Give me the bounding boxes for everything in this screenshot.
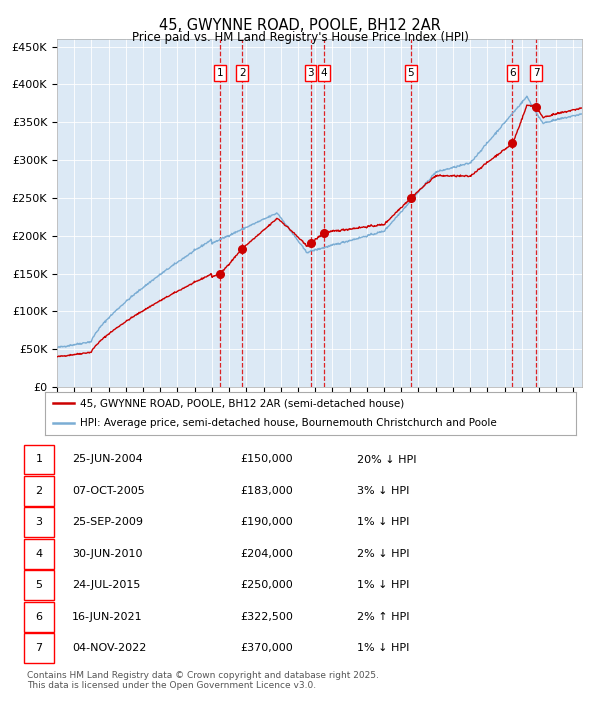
- Text: 04-NOV-2022: 04-NOV-2022: [72, 643, 146, 653]
- Text: £322,500: £322,500: [240, 612, 293, 622]
- Text: 4: 4: [35, 549, 43, 559]
- Text: HPI: Average price, semi-detached house, Bournemouth Christchurch and Poole: HPI: Average price, semi-detached house,…: [80, 418, 496, 428]
- Text: 45, GWYNNE ROAD, POOLE, BH12 2AR: 45, GWYNNE ROAD, POOLE, BH12 2AR: [159, 18, 441, 33]
- Text: 2% ↑ HPI: 2% ↑ HPI: [357, 612, 409, 622]
- Text: 2% ↓ HPI: 2% ↓ HPI: [357, 549, 409, 559]
- Text: 16-JUN-2021: 16-JUN-2021: [72, 612, 143, 622]
- Text: £183,000: £183,000: [240, 486, 293, 496]
- Text: 30-JUN-2010: 30-JUN-2010: [72, 549, 143, 559]
- Text: £370,000: £370,000: [240, 643, 293, 653]
- Text: 1% ↓ HPI: 1% ↓ HPI: [357, 643, 409, 653]
- Text: 7: 7: [35, 643, 43, 653]
- Text: 07-OCT-2005: 07-OCT-2005: [72, 486, 145, 496]
- Text: 4: 4: [320, 68, 327, 78]
- Text: Contains HM Land Registry data © Crown copyright and database right 2025.
This d: Contains HM Land Registry data © Crown c…: [27, 671, 379, 690]
- Text: 25-SEP-2009: 25-SEP-2009: [72, 518, 143, 528]
- Text: 20% ↓ HPI: 20% ↓ HPI: [357, 454, 416, 464]
- Text: £190,000: £190,000: [240, 518, 293, 528]
- Text: 6: 6: [35, 612, 43, 622]
- Text: 3% ↓ HPI: 3% ↓ HPI: [357, 486, 409, 496]
- Text: 24-JUL-2015: 24-JUL-2015: [72, 580, 140, 590]
- Text: £150,000: £150,000: [240, 454, 293, 464]
- Text: 45, GWYNNE ROAD, POOLE, BH12 2AR (semi-detached house): 45, GWYNNE ROAD, POOLE, BH12 2AR (semi-d…: [80, 398, 404, 408]
- Text: 3: 3: [35, 518, 43, 528]
- Text: 3: 3: [307, 68, 314, 78]
- Text: 1: 1: [217, 68, 223, 78]
- Text: Price paid vs. HM Land Registry's House Price Index (HPI): Price paid vs. HM Land Registry's House …: [131, 31, 469, 43]
- Text: 2: 2: [239, 68, 245, 78]
- Text: 25-JUN-2004: 25-JUN-2004: [72, 454, 143, 464]
- Text: 1: 1: [35, 454, 43, 464]
- Text: 5: 5: [35, 580, 43, 590]
- Text: 2: 2: [35, 486, 43, 496]
- Text: 1% ↓ HPI: 1% ↓ HPI: [357, 580, 409, 590]
- Text: 5: 5: [407, 68, 414, 78]
- Text: £250,000: £250,000: [240, 580, 293, 590]
- Text: 1% ↓ HPI: 1% ↓ HPI: [357, 518, 409, 528]
- Text: 6: 6: [509, 68, 516, 78]
- Text: 7: 7: [533, 68, 539, 78]
- Text: £204,000: £204,000: [240, 549, 293, 559]
